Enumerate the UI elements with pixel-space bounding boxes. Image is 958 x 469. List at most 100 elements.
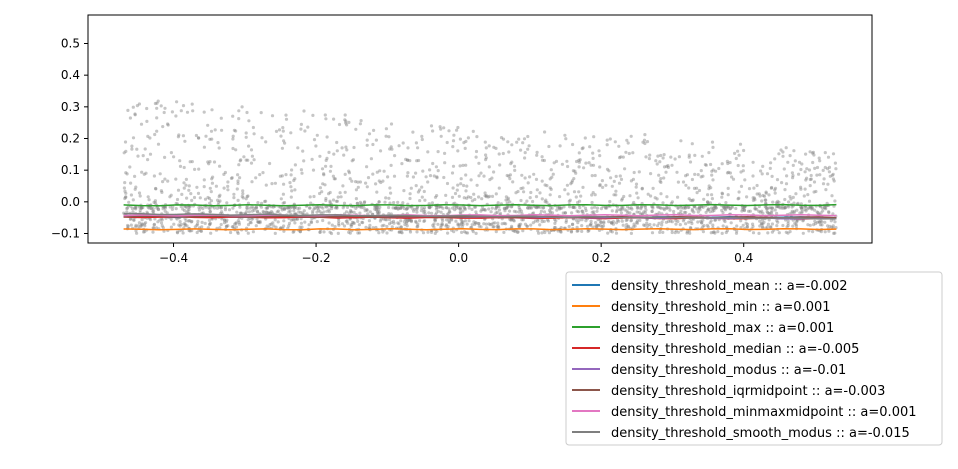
scatter-point [460,222,464,226]
scatter-point [128,217,132,221]
scatter-point [768,225,773,229]
scatter-point [263,199,267,204]
scatter-point [548,186,552,190]
scatter-point [629,134,633,138]
scatter-point [757,231,761,235]
scatter-point [569,229,574,233]
scatter-point [793,221,797,225]
scatter-point [152,223,156,227]
scatter-point [773,186,778,190]
scatter-point [414,141,418,145]
scatter-point [323,183,327,187]
scatter-point [745,225,749,229]
scatter-point [538,191,542,195]
scatter-point [824,188,828,192]
scatter-point [337,122,342,127]
scatter-point [484,153,488,157]
scatter-point [462,183,466,188]
scatter-point [775,219,779,223]
scatter-point [453,208,457,212]
scatter-point [184,177,188,181]
scatter-point [414,171,418,175]
scatter-point [251,125,255,130]
scatter-point [483,194,487,198]
scatter-point [794,222,798,226]
scatter-point [792,211,796,215]
scatter-point [685,231,689,235]
scatter-point [531,211,536,215]
scatter-point [661,201,665,205]
scatter-point [819,230,823,234]
scatter-point [519,186,523,191]
scatter-point [670,200,675,204]
scatter-point [279,134,283,138]
scatter-point [195,222,200,226]
scatter-point [534,195,539,199]
scatter-point [207,162,211,166]
scatter-point [659,192,663,196]
scatter-point [477,174,481,178]
scatter-point [693,172,697,176]
scatter-point [152,174,156,178]
scatter-point [512,209,517,213]
scatter-point [125,172,129,176]
scatter-point [666,164,670,168]
scatter-point [815,220,820,224]
scatter-point [618,156,622,160]
scatter-point [709,162,713,167]
scatter-point [639,205,643,209]
scatter-point [226,180,230,184]
scatter-point [496,226,500,230]
scatter-point [265,206,269,210]
scatter-point [239,211,243,215]
scatter-point [563,133,567,137]
scatter-point [569,230,574,234]
scatter-point [702,224,706,228]
scatter-point [299,127,303,131]
scatter-point [494,230,498,234]
scatter-point [245,207,249,211]
scatter-point [628,194,632,198]
scatter-point [438,205,442,209]
scatter-point [740,205,745,209]
scatter-point [456,125,460,130]
scatter-point [281,192,285,196]
scatter-point [226,188,230,192]
scatter-point [564,220,568,224]
scatter-point [208,137,212,141]
scatter-point [264,199,268,203]
scatter-point [169,225,173,229]
scatter-point [786,223,790,228]
scatter-point [315,210,319,214]
scatter-point [459,177,463,181]
scatter-point [687,186,691,190]
scatter-point [620,205,624,209]
scatter-point [566,192,570,196]
scatter-point [745,222,750,226]
scatter-point [124,195,128,199]
scatter-point [311,209,315,213]
scatter-point [207,196,212,201]
scatter-point [359,119,363,123]
scatter-point [195,230,199,235]
scatter-point [447,219,451,223]
scatter-point [485,226,489,230]
scatter-point [662,153,666,157]
scatter-point [246,194,250,198]
scatter-point [176,188,181,192]
scatter-point [408,159,412,163]
scatter-point [140,170,144,174]
scatter-point [231,225,235,229]
scatter-point [344,145,348,149]
scatter-point [138,208,142,212]
scatter-point [814,189,818,194]
scatter-point [161,180,165,184]
scatter-point [704,163,708,167]
scatter-point [249,221,253,225]
scatter-point [318,230,322,234]
scatter-point [371,172,375,176]
scatter-point [564,218,569,223]
scatter-point [660,220,664,224]
scatter-point [702,197,706,201]
scatter-point [613,140,617,144]
